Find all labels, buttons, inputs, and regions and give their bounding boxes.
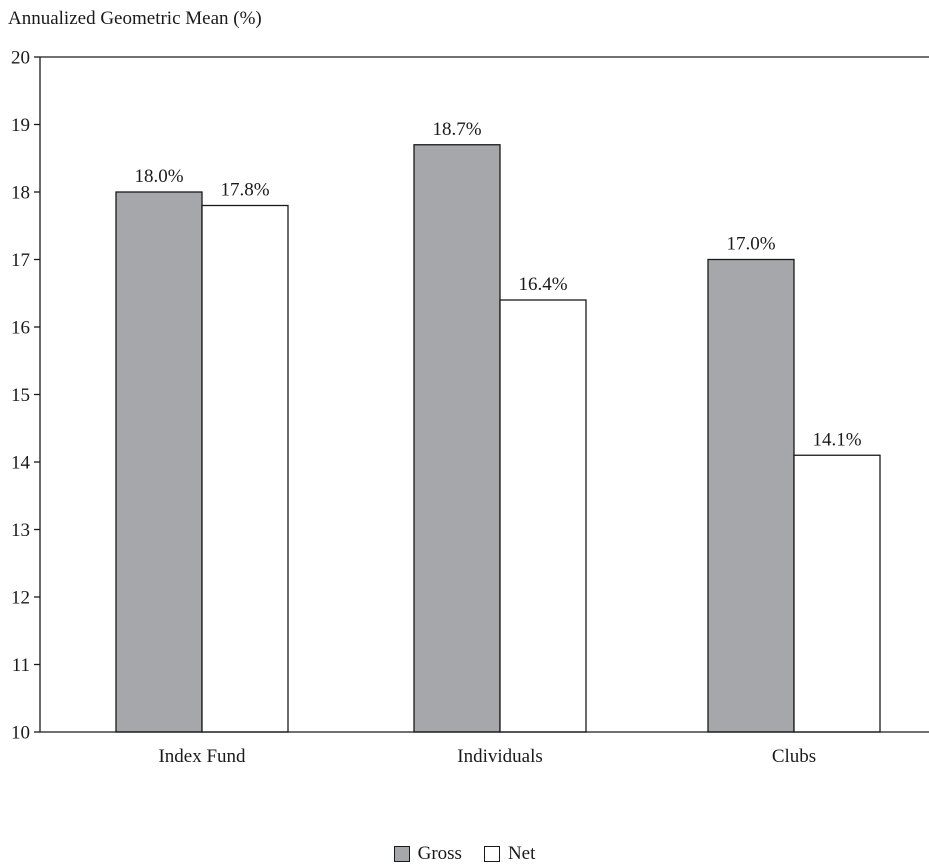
data-label-gross: 18.0% — [134, 166, 183, 187]
y-tick-label: 17 — [11, 250, 30, 271]
bar-chart: 10 11 12 13 14 15 16 17 18 19 20 18.0% 17.8% 18.7% 16… — [11, 48, 929, 767]
bars: 18.0% 17.8% 18.7% 16.4% 17.0% 14.1% — [115, 119, 881, 733]
y-tick-label: 11 — [12, 655, 30, 676]
y-tick-label: 16 — [11, 318, 30, 339]
y-axis-label: Annualized Geometric Mean (%) — [8, 8, 262, 29]
data-label-gross: 18.7% — [432, 119, 481, 140]
y-tick-label: 20 — [11, 48, 30, 69]
x-tick-label: Clubs — [772, 746, 816, 767]
y-tick-label: 18 — [11, 183, 30, 204]
bar-net — [499, 299, 587, 733]
data-label-net: 14.1% — [812, 429, 861, 450]
bar-gross — [707, 258, 795, 733]
y-tick-label: 13 — [11, 520, 30, 541]
y-tick-label: 14 — [11, 453, 31, 474]
data-label-net: 17.8% — [220, 180, 269, 201]
legend-item-net: Net — [483, 843, 536, 864]
x-tick-label: Index Fund — [158, 746, 246, 767]
bar-gross — [115, 191, 203, 733]
legend: Gross Net — [0, 844, 929, 863]
legend-label-net: Net — [507, 843, 536, 864]
x-axis: Index Fund Individuals Clubs — [40, 731, 929, 767]
y-tick-label: 15 — [11, 385, 30, 406]
bar-net — [793, 454, 881, 733]
legend-label-gross: Gross — [417, 843, 462, 864]
legend-swatch-gross — [393, 845, 410, 862]
legend-item-gross: Gross — [393, 843, 462, 864]
data-label-gross: 17.0% — [726, 234, 775, 255]
y-axis: 10 11 12 13 14 15 16 17 18 19 20 — [11, 48, 929, 744]
data-label-net: 16.4% — [518, 274, 567, 295]
y-tick-label: 10 — [11, 723, 30, 744]
bar-gross — [413, 144, 501, 733]
y-tick-label: 19 — [11, 115, 30, 136]
legend-swatch-net — [483, 845, 500, 862]
y-tick-label: 12 — [11, 588, 30, 609]
x-tick-label: Individuals — [457, 746, 543, 767]
bar-net — [201, 204, 289, 733]
